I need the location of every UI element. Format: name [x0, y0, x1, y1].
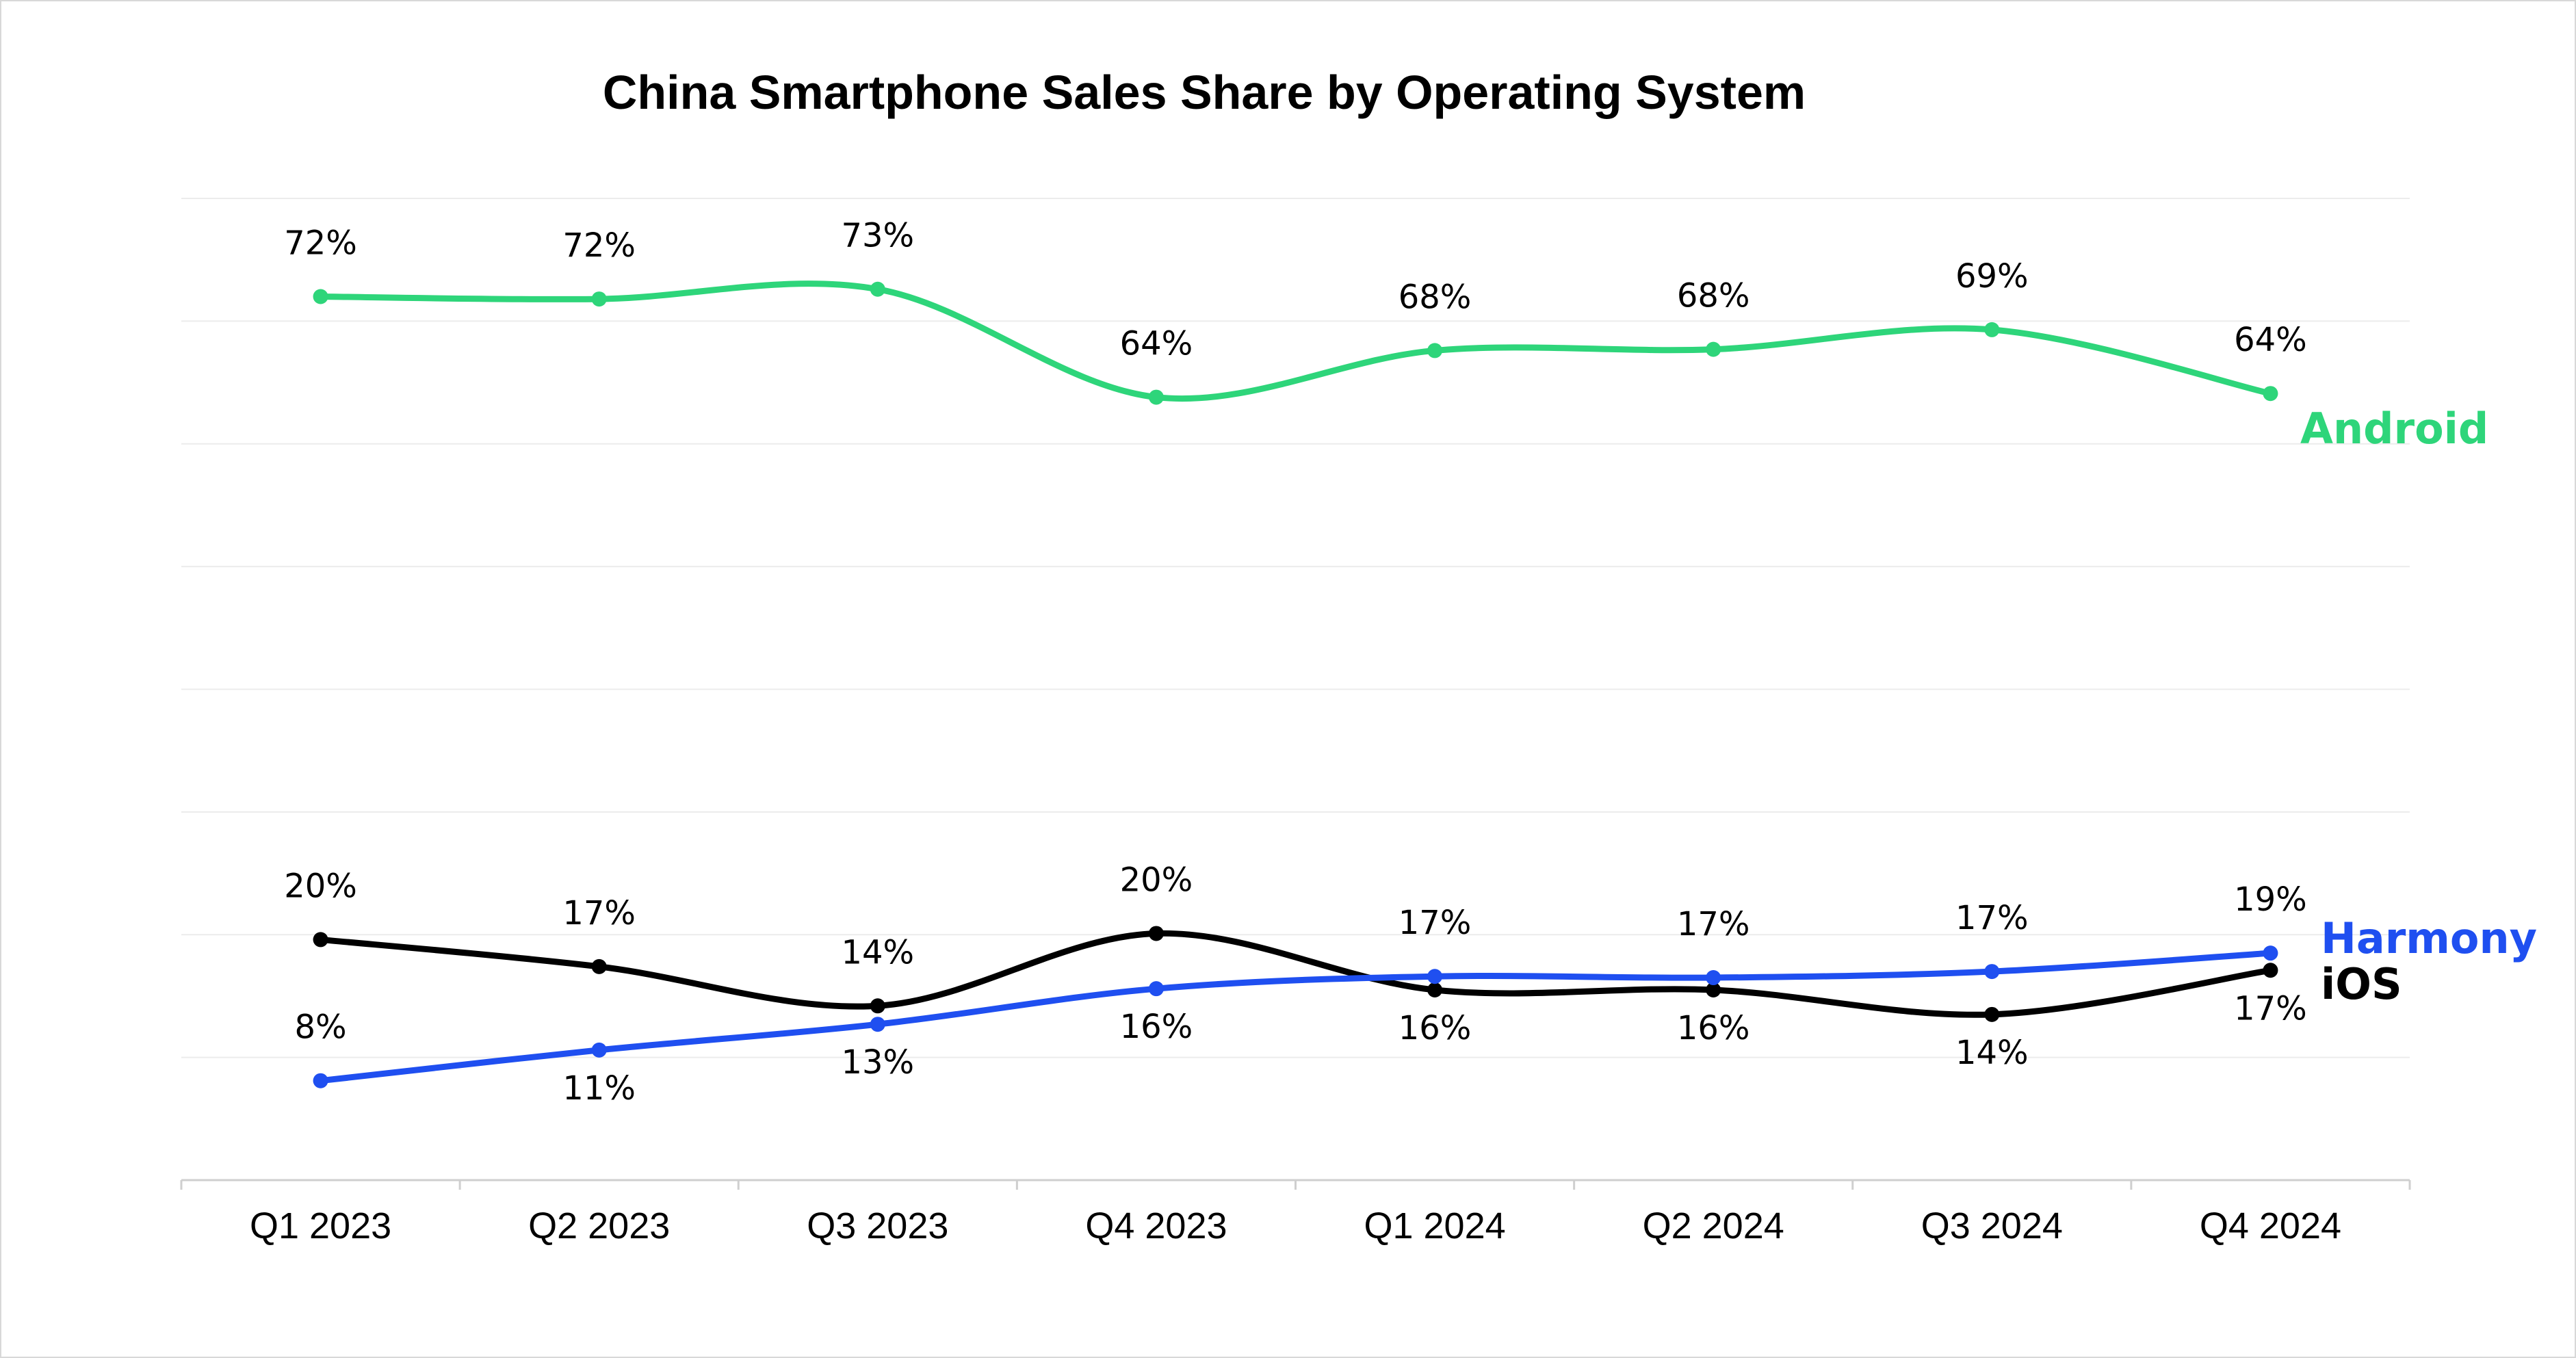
x-tick-label: Q1 2024: [1364, 1205, 1505, 1246]
x-tick-label: Q2 2024: [1643, 1205, 1784, 1246]
android-point: [2263, 386, 2278, 402]
harmony-point: [591, 1042, 607, 1058]
harmony-data-label: 17%: [1955, 899, 2029, 937]
harmony-line: [317, 950, 2274, 1084]
harmony-point: [1148, 981, 1164, 997]
x-tick-label: Q3 2023: [807, 1205, 948, 1246]
ios-point: [1148, 926, 1164, 941]
harmony-point: [2263, 945, 2278, 961]
android-data-label: 72%: [284, 224, 357, 263]
harmony-data-label: 17%: [1398, 904, 1472, 942]
ios-point: [2263, 963, 2278, 978]
ios-point: [1427, 982, 1443, 997]
ios-data-label: 17%: [2234, 989, 2307, 1028]
android-point: [1427, 343, 1443, 358]
x-tick-label: Q2 2023: [528, 1205, 670, 1246]
android-point: [1148, 389, 1164, 405]
harmony-data-label: 16%: [1120, 1008, 1193, 1046]
android-point: [313, 289, 328, 304]
ios-point: [1706, 982, 1721, 997]
harmony-point: [1984, 964, 2000, 980]
android-data-label: 73%: [841, 217, 914, 255]
harmony-point: [870, 1017, 885, 1032]
harmony-series-label: Harmony: [2321, 913, 2537, 963]
ios-point: [870, 998, 885, 1014]
android-point: [1706, 341, 1721, 357]
harmony-data-label: 13%: [841, 1043, 914, 1082]
ios-data-label: 20%: [1120, 861, 1193, 899]
android-point: [870, 281, 885, 297]
ios-data-label: 16%: [1677, 1009, 1750, 1047]
ios-data-label: 20%: [284, 867, 357, 905]
android-line: [317, 280, 2274, 402]
android-point: [591, 291, 607, 307]
harmony-point: [1706, 970, 1721, 986]
android-data-label: 64%: [2234, 321, 2307, 359]
android-data-label: 64%: [1120, 325, 1193, 363]
harmony-data-label: 11%: [562, 1069, 636, 1108]
ios-line: [317, 930, 2274, 1018]
harmony-data-label: 19%: [2234, 880, 2307, 919]
ios-data-label: 17%: [562, 894, 636, 932]
ios-point: [591, 958, 607, 974]
ios-data-label: 16%: [1398, 1009, 1472, 1047]
x-tick-label: Q1 2023: [250, 1205, 391, 1246]
ios-point: [313, 932, 328, 948]
harmony-data-label: 17%: [1677, 905, 1750, 943]
harmony-data-label: 8%: [294, 1008, 346, 1047]
android-data-label: 68%: [1677, 277, 1750, 315]
x-tick-label: Q4 2023: [1085, 1205, 1227, 1246]
android-data-label: 68%: [1398, 278, 1472, 316]
android-point: [1984, 322, 2000, 337]
harmony-point: [1427, 969, 1443, 984]
harmony-point: [313, 1073, 328, 1088]
ios-data-label: 14%: [841, 933, 914, 971]
chart-title: China Smartphone Sales Share by Operatin…: [602, 66, 1806, 119]
ios-data-label: 14%: [1955, 1034, 2029, 1072]
android-series-label: Android: [2300, 404, 2488, 454]
android-data-label: 72%: [562, 226, 636, 265]
android-data-label: 69%: [1955, 257, 2029, 296]
x-tick-label: Q4 2024: [2200, 1205, 2341, 1246]
ios-point: [1984, 1006, 2000, 1022]
ios-series-label: iOS: [2321, 959, 2402, 1009]
x-tick-label: Q3 2024: [1921, 1205, 2063, 1246]
